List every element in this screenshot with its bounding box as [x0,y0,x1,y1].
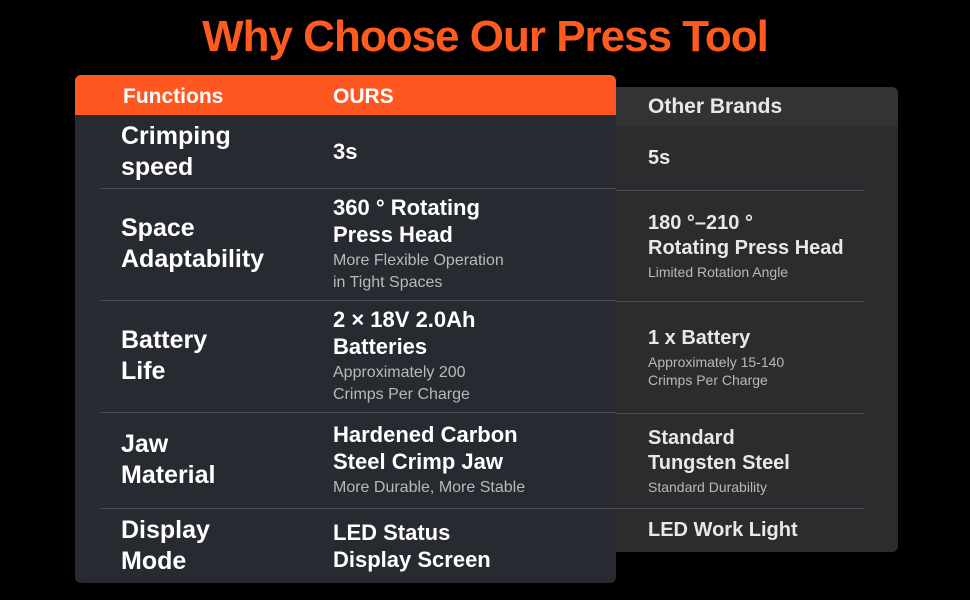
other-main: 5s [648,146,671,169]
other-main: 1 x Battery [648,326,751,349]
other-cell: 1 x Battery Approximately 15-140 Crimps P… [648,301,888,413]
header-cell: OURS [333,85,394,108]
function-label: Crimping speed [121,121,231,181]
row-divider [616,508,864,509]
other-sub: Limited Rotation Angle [648,263,789,280]
row-divider [100,412,616,413]
ours-cell: 2 × 18V 2.0Ah Batteries Approximately 200… [333,300,603,412]
row-divider [100,300,616,301]
ours-main: Hardened Carbon Steel Crimp Jaw [333,422,518,474]
other-cell: Standard Tungsten Steel Standard Durabili… [648,413,888,508]
ours-sub: Approximately 200 Crimps Per Charge [333,364,470,403]
other-cell: 180 °–210 ° Rotating Press Head Limited R… [648,190,888,301]
row-divider [616,190,864,191]
ours-cell: LED Status Display Screen [333,508,603,583]
ours-cell: Hardened Carbon Steel Crimp Jaw More Dura… [333,412,603,508]
other-sub: Standard Durability [648,478,768,495]
header-cell: Functions [123,85,224,108]
ours-main: LED Status Display Screen [333,519,491,572]
function-label: Jaw Material [121,430,216,489]
ours-header [75,75,616,115]
row-divider [100,508,616,509]
ours-main: 2 × 18V 2.0Ah Batteries [333,307,476,359]
function-label: Battery Life [121,326,208,385]
function-label: Display Mode [121,515,210,575]
other-main: Standard Tungsten Steel [648,426,790,474]
ours-cell: 360 ° Rotating Press Head More Flexible O… [333,188,603,300]
row-divider [616,301,864,302]
other-cell: 5s [648,126,888,190]
row-divider [616,413,864,414]
row-divider [100,188,616,189]
ours-sub: More Flexible Operation in Tight Spaces [333,252,504,291]
ours-sub: More Durable, More Stable [333,479,526,496]
ours-main: 360 ° Rotating Press Head [333,195,480,247]
ours-cell: 3s [333,115,603,188]
other-sub: Approximately 15-140 Crimps Per Charge [648,353,785,388]
header-cell: Other Brands [648,95,783,118]
other-main: 180 °–210 ° Rotating Press Head [648,211,844,259]
other-panel [616,87,898,552]
other-header [616,87,898,126]
other-main: LED Work Light [648,518,798,541]
ours-main: 3s [333,139,358,164]
function-label: Space Adaptability [121,214,265,273]
title: Why Choose Our Press Tool [202,12,769,61]
ours-panel [75,75,616,583]
other-cell: LED Work Light [648,508,888,552]
